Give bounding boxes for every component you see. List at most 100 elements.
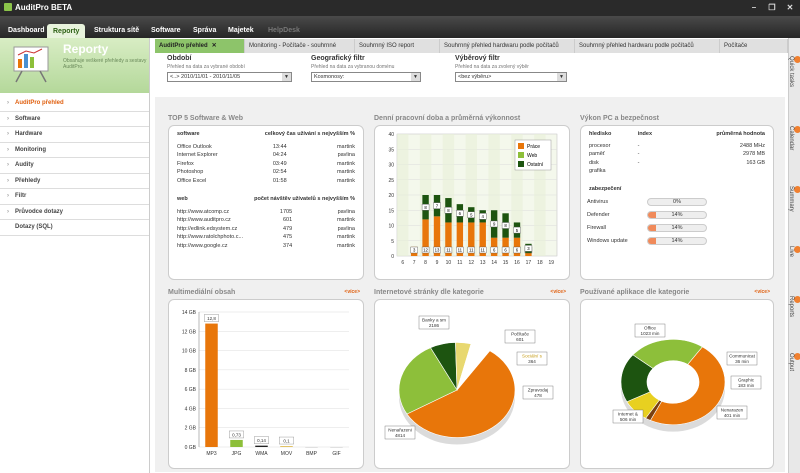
tab-iso-report[interactable]: Souhrnný ISO report (355, 39, 440, 53)
legend-label: Ostatní (527, 162, 544, 168)
visit-count: 475 (282, 234, 293, 241)
y-tick-label: 0 (391, 254, 394, 260)
slice-label-value: 478 (534, 393, 542, 398)
chevron-down-icon: ▼ (557, 73, 566, 81)
sidebar-item-audity[interactable]: Audity (0, 158, 149, 174)
close-tab-icon[interactable]: ✕ (211, 43, 217, 49)
sidebar-item-dotazy-sql[interactable]: Dotazy (SQL) (0, 220, 149, 236)
geo-select[interactable]: Kosmonosy: ▼ (311, 72, 421, 82)
table-row[interactable]: Internet Explorer 04:24 pavlina (175, 151, 357, 160)
bar-práce (456, 222, 464, 256)
table-row[interactable]: Firefox 03:49 martink (175, 160, 357, 169)
multimedia-box: 0 GB 2 GB 4 GB 6 GB 8 GB 10 GB 12 GB 14 GB 12,8 M… (168, 299, 364, 469)
x-tick-label: 7 (413, 260, 416, 266)
table-row[interactable]: http://www.google.cz 374 martink (175, 242, 357, 251)
close-icon[interactable]: ✕ (786, 3, 794, 12)
metric-index: - (637, 159, 640, 166)
slice-label-box (716, 405, 748, 420)
slice-label-name: Nenarazen (721, 408, 744, 413)
tab-monitoring[interactable]: Monitoring - Počítače - souhrnné (245, 39, 355, 53)
x-tick-label: 8 (424, 260, 427, 266)
menu-struktura-site[interactable]: Struktura sítě (94, 27, 140, 34)
slice-label-box (516, 351, 548, 366)
table-row: procesor - 2488 MHz (587, 142, 767, 151)
sidebar-nav: AuditPro přehled Software Hardware Monit… (0, 96, 149, 236)
slice-label-box (522, 385, 554, 400)
x-tick-label: WMA (255, 451, 268, 457)
rail-output[interactable]: Output (788, 343, 800, 371)
web-col-header: web (177, 196, 188, 203)
security-progress-bar: 0% (647, 198, 707, 206)
security-progress-text: 0% (673, 199, 681, 205)
rail-reports[interactable]: Reports (788, 286, 800, 317)
menu-dashboard[interactable]: Dashboard (8, 27, 45, 34)
table-row[interactable]: http://www.auditpro.cz 601 martink (175, 216, 357, 225)
rail-live[interactable]: Live (788, 236, 800, 257)
tab-auditpro-prehled[interactable]: AuditPro přehled ✕ (155, 39, 245, 53)
table-row[interactable]: Office Outlook 13:44 martink (175, 143, 357, 152)
usage-time: 02:54 (272, 169, 287, 176)
data-label: 6 (504, 248, 507, 253)
tab-hardware-2[interactable]: Souhrnný přehled hardwaru podle počítačů (575, 39, 720, 53)
app-title: AuditPro BETA (15, 3, 73, 12)
tab-pocitace[interactable]: Počítače (720, 39, 788, 53)
menu-software[interactable]: Software (151, 27, 181, 34)
index-col-header: index (637, 131, 653, 138)
bar-práce (445, 222, 452, 256)
table-row[interactable]: http://edlink.edsystem.cz 479 pavlina (175, 225, 357, 234)
data-label: 3 (527, 246, 530, 251)
data-label-box (433, 202, 441, 209)
slice-label: Internet &506 min (612, 409, 644, 424)
rail-summary[interactable]: Summary (788, 176, 800, 212)
more-link[interactable]: <více> (754, 289, 770, 295)
geo-filter-subtitle: Přehled na data za vybranou doménu (311, 64, 395, 70)
menu-helpdesk[interactable]: HelpDesk (268, 27, 300, 34)
menu-majetek[interactable]: Majetek (228, 27, 254, 34)
period-select[interactable]: <..> 2010/11/01 - 2010/11/05 ▼ (167, 72, 292, 82)
table-row[interactable]: http://www.ratolchphoto.c... 475 martink (175, 233, 357, 242)
selection-select[interactable]: <bez výběru> ▼ (455, 72, 567, 82)
sidebar-item-pruvodce-dotazy[interactable]: Průvodce dotazy (0, 205, 149, 220)
right-rail: Quick tasks Calendar Summary Live Report… (788, 38, 800, 473)
data-label-box (513, 246, 521, 254)
sidebar-item-software[interactable]: Software (0, 112, 149, 127)
sidebar-item-auditpro-prehled[interactable]: AuditPro přehled (0, 96, 149, 112)
table-row[interactable]: Photoshop 02:54 martink (175, 168, 357, 177)
data-label: 11 (446, 248, 451, 253)
tab-hardware-1[interactable]: Souhrnný přehled hardwaru podle počítačů (440, 39, 575, 53)
bar-wma (255, 445, 268, 447)
more-link[interactable]: <více> (550, 289, 566, 295)
data-label-box (467, 246, 475, 254)
menu-reporty[interactable]: Reporty (47, 24, 86, 38)
x-tick-label: 17 (526, 260, 532, 266)
top5-panel: TOP 5 Software & Web software celkový čas… (168, 113, 364, 280)
data-label-box (410, 246, 418, 254)
minimize-icon[interactable]: – (751, 3, 757, 12)
rail-quick-tasks[interactable]: Quick tasks (788, 46, 800, 87)
selection-filter-title: Výběrový filtr (455, 55, 500, 62)
column-band (534, 134, 546, 256)
sidebar-item-monitoring[interactable]: Monitoring (0, 143, 149, 158)
data-label-box (456, 210, 464, 217)
data-label-box (279, 436, 294, 445)
slice-label-name: Internet & (618, 412, 638, 417)
usage-col-header: celkový čas užívání s nejvyšším % (264, 131, 355, 138)
x-tick-label: GIF (332, 451, 340, 457)
sidebar: Reporty Obsahuje veškeré přehledy a sest… (0, 38, 150, 473)
data-label: 8 (504, 223, 507, 228)
table-row[interactable]: Office Excel 01:58 martink (175, 177, 357, 186)
restore-icon[interactable]: ❐ (768, 3, 776, 12)
sidebar-item-prehledy[interactable]: Přehledy (0, 174, 149, 189)
y-tick-label: 4 GB (185, 406, 197, 412)
more-link[interactable]: <více> (344, 289, 360, 295)
sidebar-item-hardware[interactable]: Hardware (0, 127, 149, 143)
metric-value (670, 167, 767, 176)
rail-calendar[interactable]: Calendar (788, 116, 800, 150)
slice-label-box (418, 315, 450, 330)
table-row[interactable]: http://www.atcomp.cz 1705 pavlina (175, 208, 357, 217)
security-progress-bar: 14% (647, 224, 707, 232)
sidebar-item-filtr[interactable]: Filtr (0, 189, 149, 205)
menu-sprava[interactable]: Správa (193, 27, 217, 34)
